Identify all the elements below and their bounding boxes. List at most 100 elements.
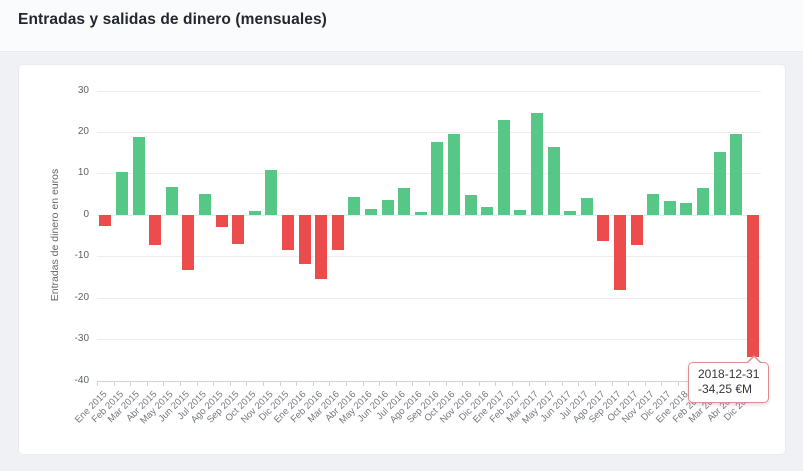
chart-bar-ago-2017[interactable] <box>597 214 610 242</box>
chart-card: 30 20 10 0 -10 -20 -30 -40 Ene 2015 Feb 2015 Mar 2… <box>18 64 786 455</box>
chart-bar-mar-2017[interactable] <box>530 112 543 215</box>
chart-bar-feb-2018[interactable] <box>696 187 709 215</box>
x-axis-tick <box>412 380 414 386</box>
chart-bar-ago-2016[interactable] <box>414 212 427 215</box>
x-axis-tick <box>180 380 181 386</box>
chart-bar-dic-2015[interactable] <box>281 214 294 250</box>
chart-bar-nov-2017[interactable] <box>647 193 660 215</box>
chart-bar-abr-2016[interactable] <box>348 197 361 215</box>
x-axis-tick <box>545 380 547 386</box>
x-axis-tick <box>628 380 630 386</box>
y-gridline <box>97 256 761 258</box>
x-axis-tick <box>445 380 447 386</box>
chart-bar-nov-2016[interactable] <box>464 195 477 215</box>
chart-bar-mar-2018[interactable] <box>713 151 726 215</box>
chart-bar-abr-2015[interactable] <box>149 214 162 246</box>
x-axis-tick <box>578 380 580 386</box>
x-axis-tick <box>130 380 132 386</box>
chart-bar-jun-2015[interactable] <box>182 214 195 270</box>
chart-bar-jul-2015[interactable] <box>198 194 211 215</box>
x-axis-tick <box>312 380 314 386</box>
chart-bar-abr-2018[interactable] <box>730 134 743 215</box>
x-axis-tick <box>97 380 98 386</box>
x-axis-tick <box>595 380 596 386</box>
y-gridline <box>97 214 761 216</box>
y-gridline <box>97 90 761 92</box>
x-axis-tick <box>296 380 298 386</box>
chart-bar-ene-2018[interactable] <box>680 203 693 215</box>
chart-bar-may-2017[interactable] <box>547 147 560 215</box>
chart-bar-jun-2017[interactable] <box>564 210 577 215</box>
x-axis-tick <box>379 380 381 386</box>
x-axis-tick <box>644 380 646 386</box>
y-gridline <box>97 173 761 175</box>
chart-bar-sep-2016[interactable] <box>431 141 444 215</box>
x-axis-tick <box>113 380 115 386</box>
x-axis-tick <box>478 380 480 386</box>
chart-bar-feb-2015[interactable] <box>115 171 128 215</box>
chart-bar-oct-2017[interactable] <box>630 214 643 245</box>
x-axis-tick <box>362 380 364 386</box>
chart-bar-feb-2017[interactable] <box>514 209 527 215</box>
y-axis-label: -30 <box>74 333 89 345</box>
x-axis-tick <box>429 380 430 386</box>
y-axis-label: 0 <box>83 208 89 220</box>
chart-bar-oct-2016[interactable] <box>447 134 460 215</box>
x-axis-tick <box>561 380 563 386</box>
x-axis-tick <box>611 380 613 386</box>
y-axis-label: -10 <box>74 250 89 262</box>
y-gridline <box>97 131 761 133</box>
x-axis-tick <box>661 380 663 386</box>
chart-bar-dic-2017[interactable] <box>663 201 676 215</box>
chart-bar-jul-2016[interactable] <box>398 187 411 215</box>
tooltip-date: 2018-12-31 <box>698 367 760 381</box>
chart-bar-jul-2017[interactable] <box>580 198 593 215</box>
x-axis-tick <box>678 380 679 386</box>
chart-bar-mar-2016[interactable] <box>331 214 344 250</box>
y-axis-title: Entradas de dinero en euros <box>49 168 61 302</box>
x-axis-tick <box>346 380 347 386</box>
x-axis-tick <box>146 380 148 386</box>
page-title: Entradas y salidas de dinero (mensuales) <box>18 11 327 28</box>
chart-bar-oct-2015[interactable] <box>248 211 261 215</box>
chart-bar-sep-2015[interactable] <box>232 214 245 244</box>
x-axis-tick <box>279 380 281 386</box>
x-axis-tick <box>263 380 264 386</box>
chart-tooltip: 2018-12-31 -34,25 €M <box>688 355 770 403</box>
y-axis-label: 30 <box>77 84 89 96</box>
chart-bar-mar-2015[interactable] <box>132 137 145 215</box>
x-axis-tick <box>196 380 198 386</box>
y-axis-label: -40 <box>74 374 89 386</box>
y-axis-label: -20 <box>74 291 89 303</box>
chart-bar-sep-2017[interactable] <box>613 214 626 291</box>
chart-bar-ago-2015[interactable] <box>215 214 228 228</box>
chart-bar-feb-2016[interactable] <box>315 214 328 280</box>
x-axis-tick <box>462 380 464 386</box>
x-axis-tick <box>395 380 397 386</box>
chart-bar-ene-2017[interactable] <box>497 119 510 215</box>
chart-bar-ene-2016[interactable] <box>298 214 311 264</box>
page-header: Entradas y salidas de dinero (mensuales) <box>0 0 803 52</box>
chart-bar-dic-2018[interactable] <box>746 214 759 357</box>
chart-bar-may-2016[interactable] <box>364 209 377 215</box>
tooltip-value: -34,25 €M <box>698 382 753 396</box>
x-axis-tick <box>512 380 513 386</box>
x-axis-tick <box>329 380 331 386</box>
x-axis-tick <box>163 380 165 386</box>
x-axis-tick <box>229 380 231 386</box>
x-axis-tick <box>495 380 497 386</box>
y-axis-label: 10 <box>77 167 89 179</box>
y-gridline <box>97 339 761 341</box>
x-axis-tick <box>528 380 530 386</box>
x-axis-tick <box>246 380 248 386</box>
chart-plot-area: 30 20 10 0 -10 -20 -30 -40 Ene 2015 Feb 2015 Mar 2… <box>19 65 785 454</box>
chart-bar-may-2015[interactable] <box>165 186 178 215</box>
y-gridline <box>97 297 761 299</box>
chart-bar-jun-2016[interactable] <box>381 199 394 215</box>
x-axis-tick <box>213 380 215 386</box>
chart-bar-ene-2015[interactable] <box>99 214 112 227</box>
tooltip-arrow-fill <box>748 357 760 363</box>
chart-bar-dic-2016[interactable] <box>481 206 494 215</box>
y-axis-label: 20 <box>77 125 89 137</box>
chart-bar-nov-2015[interactable] <box>265 169 278 215</box>
